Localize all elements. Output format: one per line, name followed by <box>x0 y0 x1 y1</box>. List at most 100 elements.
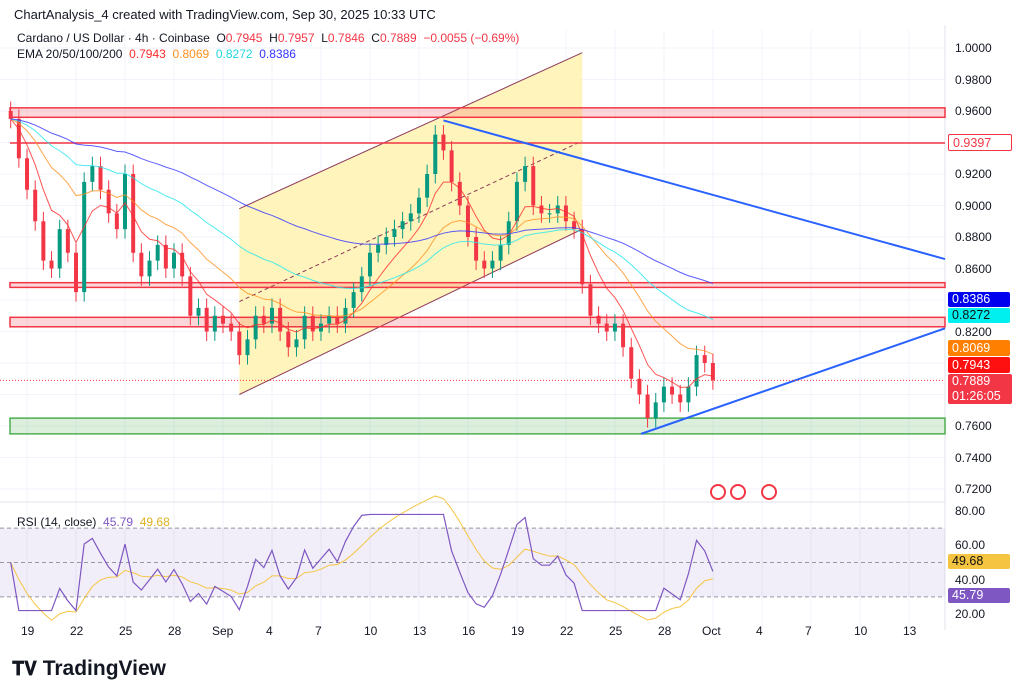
candle <box>286 331 291 348</box>
candle <box>498 244 503 261</box>
candle <box>670 386 675 395</box>
l-label: L <box>321 31 328 45</box>
candle <box>433 134 438 174</box>
x-tick-label: 10 <box>854 624 868 638</box>
support-zone <box>9 417 946 435</box>
candle <box>351 292 356 308</box>
candle <box>514 181 519 222</box>
candle <box>114 213 119 230</box>
rsi-y-tick-label: 40.00 <box>955 572 986 587</box>
x-tick-label: 28 <box>168 624 182 638</box>
candle <box>376 244 381 253</box>
candle <box>653 402 658 419</box>
candle <box>25 158 30 190</box>
candle <box>16 118 21 159</box>
low-value: 0.7846 <box>327 31 365 45</box>
candle <box>310 315 315 332</box>
high-value: 0.7957 <box>277 31 315 45</box>
candle <box>367 252 372 277</box>
candle <box>212 315 217 332</box>
candle <box>90 166 95 182</box>
candle <box>572 221 577 230</box>
candle <box>465 205 470 237</box>
candle <box>294 339 299 348</box>
candle <box>384 237 389 245</box>
x-tick-label: 4 <box>266 624 273 638</box>
rsi-ma-line <box>10 495 714 621</box>
ema100-value: 0.8272 <box>215 47 253 61</box>
economic-event-icon <box>761 484 777 500</box>
x-tick-label: 7 <box>315 624 322 638</box>
candle <box>531 166 536 206</box>
resistance-zone <box>9 107 946 119</box>
o-label: O <box>216 31 226 45</box>
rsi-ma-label: 49.68 <box>948 554 1010 569</box>
candle <box>506 221 511 245</box>
candle <box>490 260 495 269</box>
candle <box>678 394 683 403</box>
channel-lower-line <box>239 228 583 395</box>
ema20-line <box>10 118 713 388</box>
y-tick-label: 0.8600 <box>955 261 992 276</box>
last-price: 0.7889 <box>952 374 991 388</box>
ema200-price-label: 0.8386 <box>948 292 1010 307</box>
y-tick-label: 0.9200 <box>955 167 992 181</box>
x-tick-label: Sep <box>212 624 234 638</box>
candle <box>49 260 54 269</box>
candle <box>457 181 462 206</box>
rsi-ma-value: 49.68 <box>139 515 170 529</box>
candle <box>278 307 283 332</box>
candle <box>621 323 626 348</box>
rsi-legend: RSI (14, close) 45.79 49.68 <box>17 515 170 529</box>
logo-text: TradingView <box>42 657 167 680</box>
candle <box>612 323 617 332</box>
rsi-y-tick-label: 60.00 <box>955 538 986 553</box>
triangle-lower-line <box>640 327 946 435</box>
x-tick-label: 19 <box>21 624 35 638</box>
candle <box>33 189 38 222</box>
candle <box>123 174 128 230</box>
x-tick-label: 16 <box>462 624 476 638</box>
candle <box>229 323 234 332</box>
close-value: 0.7889 <box>379 31 417 45</box>
y-tick-label: 0.7600 <box>955 419 992 433</box>
candle <box>400 221 405 230</box>
rsi-value: 45.79 <box>103 515 134 529</box>
x-tick-label: 22 <box>560 624 574 638</box>
ema200-line <box>10 118 714 285</box>
tradingview-logo[interactable]: 𝐓𝐕 TradingView <box>12 657 167 680</box>
candle <box>65 229 70 253</box>
y-tick-label: 0.9000 <box>955 198 992 213</box>
candle <box>8 111 13 119</box>
candle <box>261 315 266 324</box>
open-value: 0.7945 <box>225 31 263 45</box>
channel-upper-line <box>239 52 583 210</box>
y-tick-label: 0.7400 <box>955 450 992 465</box>
resistance-price-label: 0.9397 <box>948 134 1012 151</box>
candle <box>482 260 487 269</box>
candle <box>131 174 136 253</box>
candle <box>269 307 274 324</box>
candle <box>547 213 552 215</box>
candle <box>196 307 201 316</box>
candle <box>392 229 397 237</box>
economic-event-icon <box>730 484 746 500</box>
c-label: C <box>371 31 380 45</box>
bar-countdown: 01:26:05 <box>952 389 1001 403</box>
x-tick-label: 13 <box>903 624 917 638</box>
candle <box>645 394 650 419</box>
candle <box>555 205 560 214</box>
candle <box>106 189 111 214</box>
h-label: H <box>269 31 278 45</box>
y-tick-label: 0.9600 <box>955 104 992 118</box>
ema200-value: 0.8386 <box>259 47 296 61</box>
y-tick-label: 1.0000 <box>955 41 992 55</box>
candle <box>41 221 46 261</box>
x-tick-label: Oct <box>702 624 721 638</box>
candle <box>694 355 699 387</box>
candle <box>523 166 528 182</box>
candle <box>155 244 160 261</box>
ema20-price-label: 0.7943 <box>948 357 1010 373</box>
